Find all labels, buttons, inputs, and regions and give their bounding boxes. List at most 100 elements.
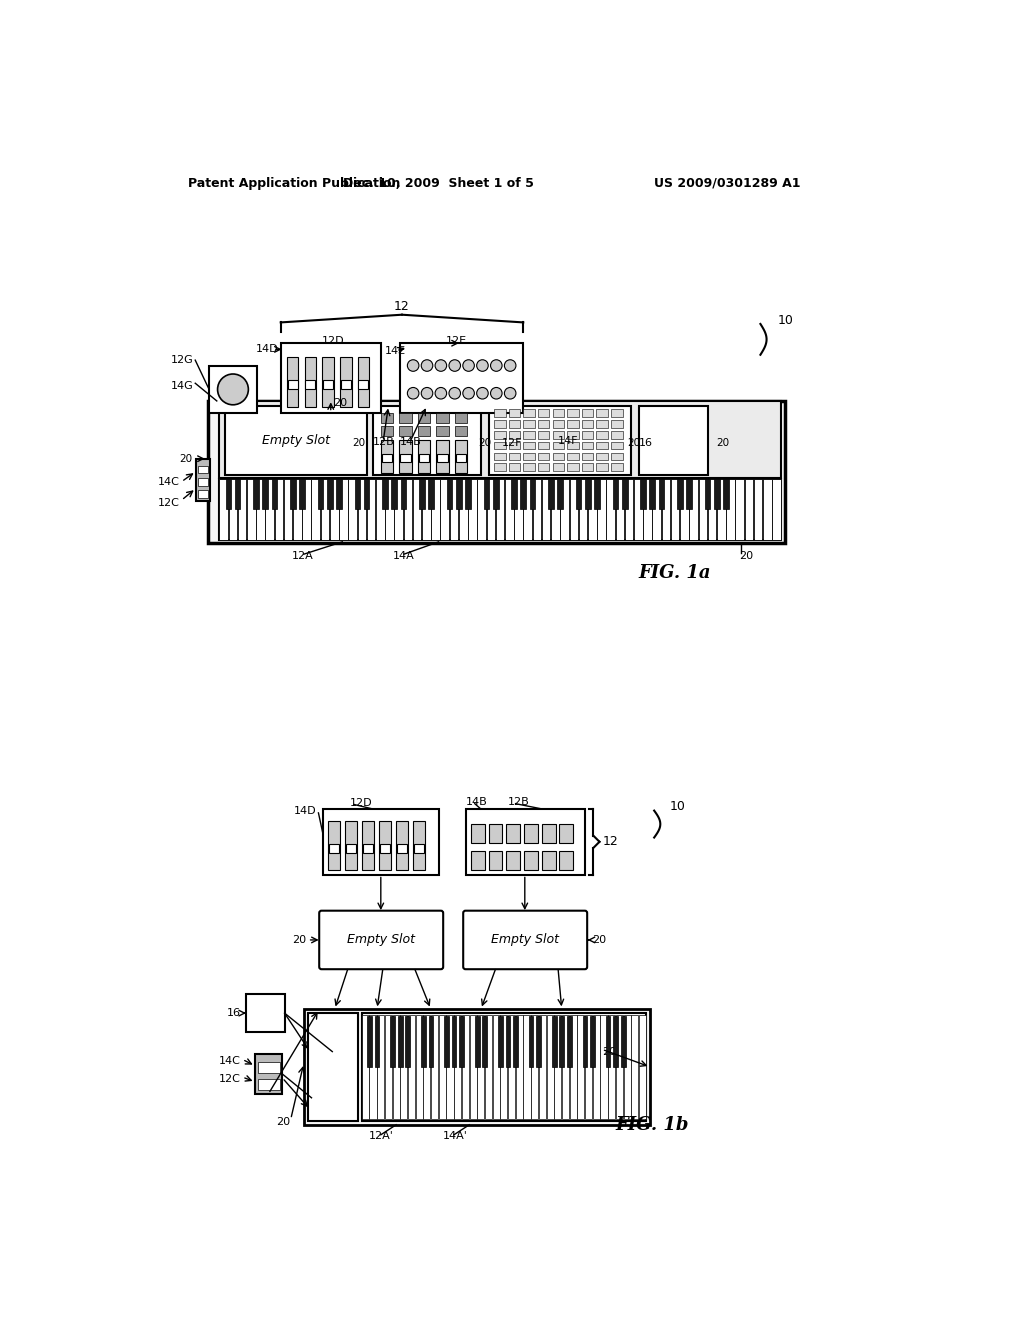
- Bar: [608, 1015, 615, 1119]
- Text: 14A: 14A: [392, 552, 414, 561]
- Bar: [523, 453, 535, 461]
- Bar: [256, 479, 265, 540]
- Bar: [686, 479, 692, 508]
- Text: Empty Slot: Empty Slot: [347, 933, 415, 946]
- Bar: [509, 453, 520, 461]
- Bar: [381, 426, 393, 437]
- Bar: [539, 1015, 546, 1119]
- Text: 12E: 12E: [446, 335, 467, 346]
- Bar: [323, 358, 334, 407]
- Bar: [471, 824, 484, 843]
- Bar: [323, 809, 438, 875]
- Bar: [408, 1015, 415, 1119]
- Bar: [362, 821, 374, 870]
- Bar: [341, 380, 351, 389]
- Bar: [611, 430, 623, 438]
- Bar: [532, 479, 542, 540]
- Bar: [538, 409, 550, 417]
- Bar: [698, 479, 708, 540]
- Bar: [523, 430, 535, 438]
- Bar: [288, 380, 298, 389]
- Bar: [662, 479, 671, 540]
- Bar: [416, 1015, 423, 1119]
- Bar: [209, 366, 257, 412]
- Bar: [440, 479, 450, 540]
- Bar: [208, 401, 785, 544]
- Bar: [553, 442, 564, 449]
- Bar: [582, 453, 593, 461]
- Bar: [437, 454, 447, 462]
- Bar: [600, 1015, 607, 1119]
- Bar: [582, 430, 593, 438]
- Text: 20: 20: [352, 438, 366, 449]
- Bar: [528, 1016, 534, 1067]
- Bar: [482, 1016, 487, 1067]
- Text: 20: 20: [602, 1047, 616, 1056]
- Circle shape: [449, 388, 461, 399]
- Bar: [305, 380, 315, 389]
- Text: 20: 20: [716, 438, 729, 449]
- Bar: [302, 479, 311, 540]
- Bar: [553, 453, 564, 461]
- Bar: [367, 479, 376, 540]
- Bar: [304, 358, 316, 407]
- Bar: [413, 479, 422, 540]
- Bar: [590, 1016, 595, 1067]
- Bar: [400, 479, 407, 508]
- Bar: [537, 1016, 541, 1067]
- Text: FIG. 1b: FIG. 1b: [615, 1115, 689, 1134]
- Bar: [446, 1015, 454, 1119]
- Bar: [548, 479, 554, 508]
- Bar: [382, 479, 388, 508]
- Bar: [390, 1016, 395, 1067]
- Bar: [381, 441, 393, 473]
- Bar: [258, 1078, 280, 1090]
- Bar: [364, 843, 373, 853]
- Bar: [625, 479, 634, 540]
- Bar: [460, 1016, 464, 1067]
- Bar: [649, 479, 655, 508]
- Bar: [452, 1016, 457, 1067]
- Bar: [524, 824, 538, 843]
- Bar: [567, 442, 579, 449]
- Bar: [367, 1016, 372, 1067]
- Circle shape: [490, 360, 502, 371]
- Bar: [399, 441, 412, 473]
- Bar: [643, 479, 652, 540]
- Bar: [639, 405, 708, 475]
- Bar: [523, 420, 535, 428]
- Text: 12B: 12B: [373, 437, 395, 446]
- Circle shape: [217, 374, 249, 405]
- Bar: [723, 479, 729, 508]
- Bar: [562, 1015, 569, 1119]
- Bar: [373, 405, 481, 475]
- Bar: [455, 413, 467, 424]
- Bar: [717, 479, 726, 540]
- Bar: [516, 1015, 523, 1119]
- Circle shape: [435, 360, 446, 371]
- Circle shape: [505, 360, 516, 371]
- Text: US 2009/0301289 A1: US 2009/0301289 A1: [654, 177, 801, 190]
- Circle shape: [421, 388, 433, 399]
- Bar: [428, 479, 434, 508]
- Text: 14C: 14C: [219, 1056, 241, 1065]
- Bar: [293, 479, 302, 540]
- Bar: [596, 463, 608, 471]
- Bar: [419, 479, 425, 508]
- Bar: [606, 479, 615, 540]
- Text: Empty Slot: Empty Slot: [492, 933, 559, 946]
- Bar: [485, 1015, 493, 1119]
- Bar: [477, 1015, 484, 1119]
- Circle shape: [449, 360, 461, 371]
- Bar: [567, 409, 579, 417]
- Circle shape: [463, 388, 474, 399]
- Bar: [514, 479, 523, 540]
- Bar: [596, 409, 608, 417]
- Bar: [560, 479, 569, 540]
- Bar: [391, 479, 397, 508]
- Bar: [501, 1015, 508, 1119]
- Bar: [744, 479, 754, 540]
- Bar: [520, 479, 526, 508]
- Text: 16: 16: [226, 1008, 241, 1018]
- Bar: [462, 1015, 469, 1119]
